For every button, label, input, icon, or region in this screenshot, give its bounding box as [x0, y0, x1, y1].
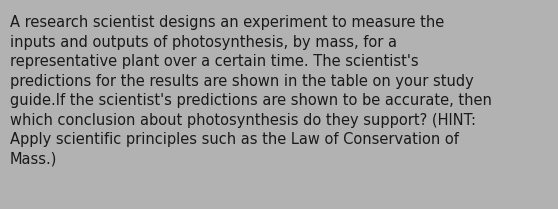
Text: A research scientist designs an experiment to measure the
inputs and outputs of : A research scientist designs an experime…	[10, 15, 492, 167]
